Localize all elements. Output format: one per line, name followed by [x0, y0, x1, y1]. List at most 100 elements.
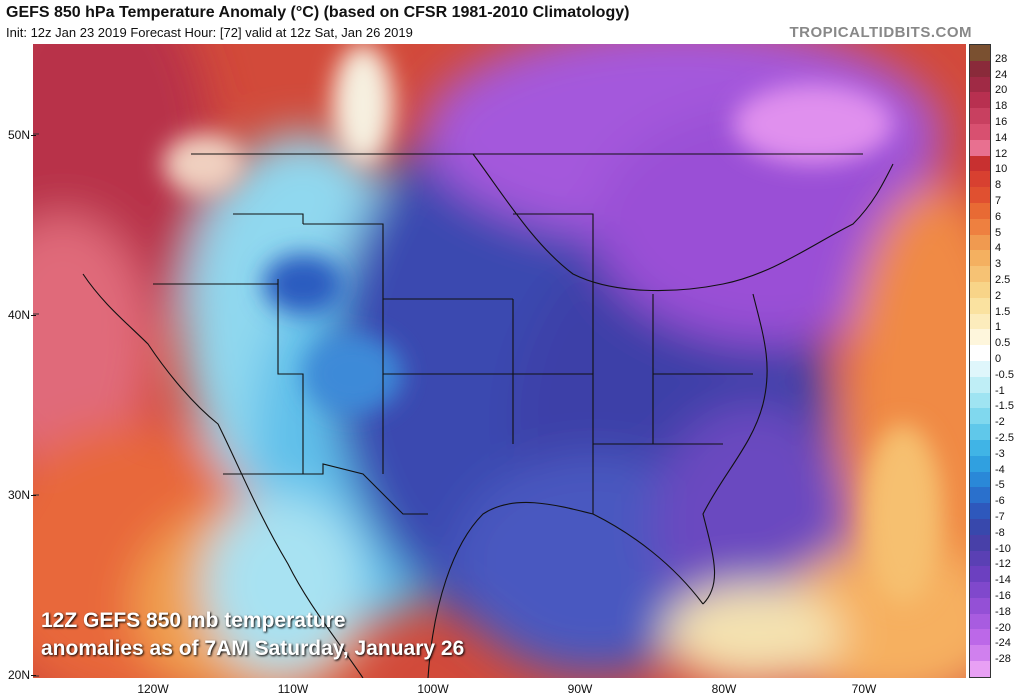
colorbar-segment: [970, 582, 990, 598]
colorbar-segment: [970, 297, 990, 314]
colorbar-label: -28: [995, 653, 1011, 666]
colorbar-segment: [970, 123, 990, 140]
colorbar-label: 10: [995, 163, 1008, 176]
colorbar-segment: [970, 250, 990, 267]
colorbar-label: -20: [995, 621, 1011, 634]
lat-label-20n: 20N: [0, 668, 36, 682]
colorbar-segment: [970, 503, 990, 519]
colorbar-label: 2: [995, 289, 1002, 302]
colorbar-segment: [970, 424, 990, 440]
colorbar-segment: [970, 76, 990, 93]
colorbar-label: -5: [995, 479, 1005, 492]
lon-label-100w: 100W: [417, 682, 449, 696]
colorbar-segment: [970, 376, 990, 393]
colorbar-label: 18: [995, 100, 1008, 113]
colorbar-label: -6: [995, 495, 1005, 508]
graticule: [33, 133, 39, 677]
lon-label-120w: 120W: [137, 682, 169, 696]
colorbar-label: 0.5: [995, 337, 1011, 350]
colorbar-segment: [970, 139, 990, 156]
colorbar-label: -8: [995, 526, 1005, 539]
colorbar-segment: [970, 487, 990, 504]
map-title: GEFS 850 hPa Temperature Anomaly (°C) (b…: [6, 4, 630, 21]
colorbar-segment: [970, 92, 990, 109]
anomaly-map: 12Z GEFS 850 mb temperature anomalies as…: [33, 44, 966, 678]
lon-label-110w: 110W: [277, 682, 309, 696]
colorbar-label: -4: [995, 463, 1005, 476]
colorbar-label: -2.5: [995, 432, 1014, 444]
colorbar-segment: [970, 645, 990, 662]
colorbar-segment: [970, 471, 990, 488]
lon-label-70w: 70W: [851, 682, 877, 696]
colorbar-segment: [970, 281, 990, 298]
colorbar-label: 1.5: [995, 305, 1011, 318]
colorbar-segment: [970, 45, 990, 61]
colorbar-label: -24: [995, 637, 1011, 650]
colorbar-segment: [970, 313, 990, 330]
colorbar-label: -1: [995, 384, 1005, 397]
caption-line-1: 12Z GEFS 850 mb temperature: [41, 609, 346, 632]
colorbar-segment: [970, 60, 990, 77]
map-caption: 12Z GEFS 850 mb temperature anomalies as…: [41, 607, 464, 663]
colorbar-label: -18: [995, 605, 1011, 618]
colorbar-segment: [970, 597, 990, 614]
colorbar-segment: [970, 550, 990, 567]
colorbar-label: -1.5: [995, 400, 1014, 413]
colorbar-label: 2.5: [995, 274, 1011, 286]
colorbar-label: -14: [995, 574, 1011, 587]
colorbar-label: 16: [995, 116, 1008, 128]
colorbar: [969, 44, 991, 678]
colorbar-label: 8: [995, 179, 1002, 192]
colorbar-label: 4: [995, 242, 1002, 255]
colorbar-label: -0.5: [995, 368, 1014, 381]
colorbar-label: 28: [995, 52, 1008, 65]
colorbar-label: 3: [995, 258, 1002, 271]
colorbar-segment: [970, 360, 990, 377]
anomaly-field: [33, 44, 966, 678]
colorbar-label: 24: [995, 68, 1008, 81]
colorbar-segment: [970, 202, 990, 219]
colorbar-label: -3: [995, 447, 1005, 460]
colorbar-segment: [970, 566, 990, 583]
colorbar-label: 5: [995, 226, 1002, 239]
colorbar-label: 6: [995, 210, 1002, 223]
lon-label-80w: 80W: [711, 682, 737, 696]
colorbar-label: 1: [995, 321, 1002, 334]
colorbar-segment: [970, 613, 990, 630]
map-subtitle: Init: 12z Jan 23 2019 Forecast Hour: [72…: [6, 25, 413, 40]
colorbar-label: -2: [995, 416, 1005, 429]
colorbar-label: 7: [995, 195, 1002, 207]
colorbar-segment: [970, 455, 990, 472]
colorbar-segment: [970, 392, 990, 409]
colorbar-segment: [970, 155, 990, 172]
lat-label-50n: 50N: [0, 128, 36, 142]
colorbar-label: 0: [995, 353, 1002, 365]
colorbar-label: -10: [995, 542, 1011, 555]
colorbar-segment: [970, 108, 990, 124]
colorbar-segment: [970, 218, 990, 235]
boundaries: [82, 153, 894, 678]
colorbar-label: -12: [995, 558, 1011, 571]
colorbar-segment: [970, 345, 990, 361]
colorbar-segment: [970, 171, 990, 188]
lat-label-30n: 30N: [0, 488, 36, 502]
colorbar-label: -7: [995, 511, 1005, 523]
colorbar-segment: [970, 266, 990, 282]
colorbar-label: 20: [995, 84, 1008, 97]
colorbar-label: -16: [995, 590, 1011, 602]
colorbar-segment: [970, 661, 990, 677]
colorbar-segment: [970, 329, 990, 346]
colorbar-segment: [970, 629, 990, 646]
lat-label-40n: 40N: [0, 308, 36, 322]
lon-label-90w: 90W: [567, 682, 593, 696]
colorbar-label: 14: [995, 131, 1008, 144]
colorbar-segment: [970, 534, 990, 551]
brand-watermark: TROPICALTIDBITS.COM: [789, 24, 972, 41]
colorbar-label: 12: [995, 147, 1008, 160]
colorbar-segment: [970, 187, 990, 203]
colorbar-segment: [970, 518, 990, 535]
colorbar-segment: [970, 439, 990, 456]
caption-line-2: anomalies as of 7AM Saturday, January 26: [41, 637, 465, 660]
colorbar-segment: [970, 234, 990, 251]
colorbar-segment: [970, 408, 990, 425]
